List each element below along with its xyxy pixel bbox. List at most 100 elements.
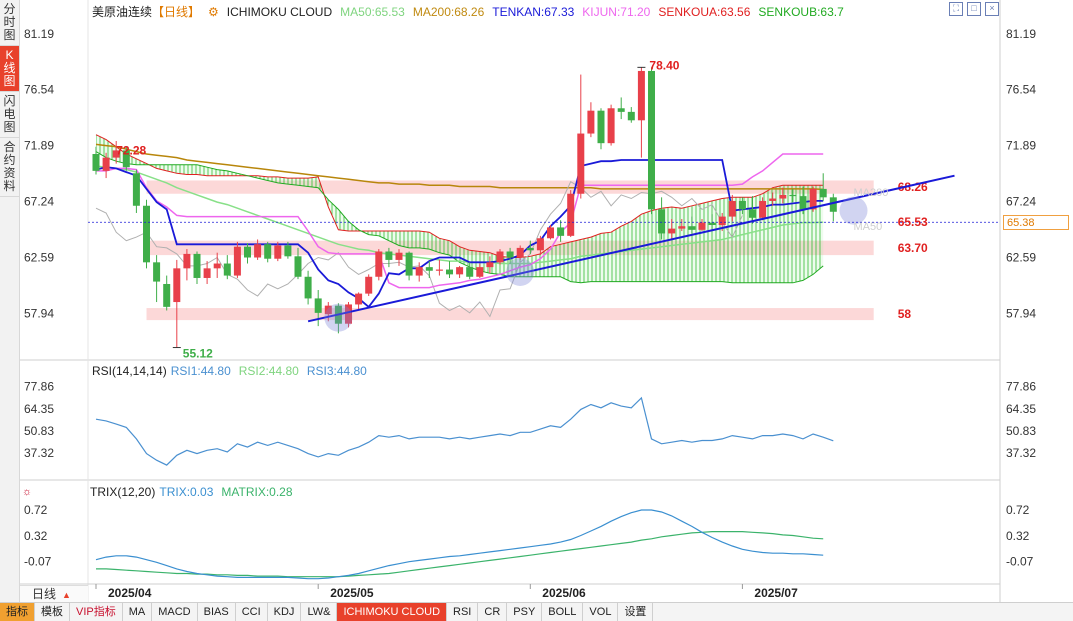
rsi-right-tick-label: 50.83: [1006, 424, 1036, 438]
settings-icon[interactable]: ☼: [22, 486, 33, 498]
senkou-b-line: [95, 151, 824, 284]
support-zone-label: 63.70: [898, 241, 928, 255]
rsi2-value: RSI2:44.80: [238, 364, 299, 378]
matrix-value: MATRIX:0.28: [221, 485, 293, 499]
candle-body: [536, 238, 544, 251]
tab-cci[interactable]: CCI: [236, 603, 268, 621]
trix-name: TRIX(12,20): [90, 485, 156, 499]
candle-body: [304, 276, 312, 299]
candle-body: [496, 251, 504, 263]
tab-vip-indicators[interactable]: VIP指标: [70, 603, 123, 621]
trix-right-tick-label: 0.72: [1006, 503, 1030, 517]
candle-body: [254, 244, 262, 258]
candle-body: [274, 245, 282, 259]
rsi-right-tick-label: 64.35: [1006, 402, 1036, 416]
tab-flash[interactable]: 闪电图: [0, 92, 19, 138]
rsi3-value: RSI3:44.80: [306, 364, 367, 378]
candle-body: [284, 245, 292, 257]
price-right-tick-label: 57.94: [1006, 307, 1036, 321]
tab-ichimoku-cloud[interactable]: ICHIMOKU CLOUD: [337, 603, 448, 621]
tab-timeshare[interactable]: 分时图: [0, 0, 19, 46]
ma50-tag: MA50: [854, 221, 883, 233]
tab-kdj[interactable]: KDJ: [268, 603, 302, 621]
rsi-name: RSI(14,14,14): [92, 364, 167, 378]
chart-canvas[interactable]: 81.19 81.19 76.54 76.54 71.89 71.89 67.24 67.24…: [0, 0, 1073, 602]
candle-body: [314, 298, 322, 313]
trix-left-tick-label: 0.72: [24, 503, 48, 517]
candle-body: [425, 267, 433, 271]
rsi-right-tick-label: 77.86: [1006, 380, 1036, 394]
candle-body: [375, 251, 383, 277]
trix-right-tick-label: 0.32: [1006, 529, 1030, 543]
kijun-line: [96, 153, 824, 289]
candle-body: [244, 246, 251, 258]
close-icon[interactable]: ×: [985, 2, 999, 16]
tenkan-value: TENKAN:67.33: [492, 4, 575, 19]
candle-body: [324, 305, 332, 315]
chevron-up-icon: ▲: [62, 590, 71, 600]
tab-kline[interactable]: K线图: [0, 46, 19, 92]
tab-ma[interactable]: MA: [123, 603, 153, 621]
price-right-tick-label: 76.54: [1006, 83, 1036, 97]
candle-body: [193, 253, 201, 278]
candle-body: [799, 196, 807, 210]
x-tick-label: 2025/04: [108, 586, 152, 600]
candle-body: [637, 70, 645, 121]
trix-line: [95, 509, 824, 580]
candle-body: [183, 253, 191, 269]
period-selector[interactable]: 日线 ▲: [20, 585, 88, 602]
senkou-a-line: [95, 134, 824, 258]
candle-body: [476, 267, 484, 277]
candle-body: [223, 263, 231, 276]
ma50-value: MA50:65.53: [340, 4, 405, 19]
chart-toolbar: ⛶ □ ×: [949, 2, 999, 16]
tab-contract-info[interactable]: 合约资料: [0, 138, 19, 197]
candle-body: [769, 198, 777, 201]
candle-body: [385, 251, 393, 260]
touch-point-marker: [506, 257, 535, 286]
tab-boll[interactable]: BOLL: [542, 603, 584, 621]
period-selector-label: 日线: [32, 587, 57, 601]
candle-body: [587, 110, 595, 134]
tab-vol[interactable]: VOL: [583, 603, 619, 621]
fullscreen-icon[interactable]: ⛶: [949, 2, 963, 16]
tab-psy[interactable]: PSY: [507, 603, 543, 621]
candle-body: [112, 150, 120, 158]
candle-body: [648, 70, 655, 210]
senkoua-value: SENKOUA:63.56: [658, 4, 751, 19]
candle-body: [829, 197, 837, 212]
candle-body: [122, 150, 130, 168]
gear-icon[interactable]: ⚙: [208, 4, 219, 19]
trix-value: TRIX:0.03: [159, 485, 214, 499]
tab-settings[interactable]: 设置: [618, 603, 654, 621]
price-left-tick-label: 76.54: [24, 83, 54, 97]
trix-left-tick-label: -0.07: [24, 555, 52, 569]
candle-body: [233, 246, 241, 276]
candle-body: [567, 193, 575, 236]
candle-body: [102, 157, 110, 171]
candle-body: [264, 244, 272, 259]
candle-body: [607, 108, 615, 144]
support-zone: [146, 308, 874, 321]
zoom-icon[interactable]: □: [967, 2, 981, 16]
rsi1-value: RSI1:44.80: [170, 364, 231, 378]
ma200-tag: MA200: [854, 187, 889, 199]
tab-indicators[interactable]: 指标: [0, 603, 35, 621]
candle-body: [779, 194, 787, 199]
candle-body: [92, 154, 100, 171]
tab-bias[interactable]: BIAS: [198, 603, 236, 621]
trix-left-tick-label: 0.32: [24, 529, 48, 543]
candle-body: [688, 226, 696, 230]
price-left-tick-label: 62.59: [24, 251, 54, 265]
candle-body: [718, 216, 726, 226]
rsi-line: [95, 396, 834, 466]
candle-body: [486, 262, 494, 268]
tab-rsi[interactable]: RSI: [447, 603, 479, 621]
candle-body: [213, 263, 221, 269]
ma200-value: MA200:68.26: [412, 4, 485, 19]
tab-lw[interactable]: LW&: [301, 603, 338, 621]
tab-templates[interactable]: 模板: [35, 603, 70, 621]
candle-body: [435, 269, 443, 271]
tab-macd[interactable]: MACD: [152, 603, 198, 621]
tab-cr[interactable]: CR: [478, 603, 508, 621]
